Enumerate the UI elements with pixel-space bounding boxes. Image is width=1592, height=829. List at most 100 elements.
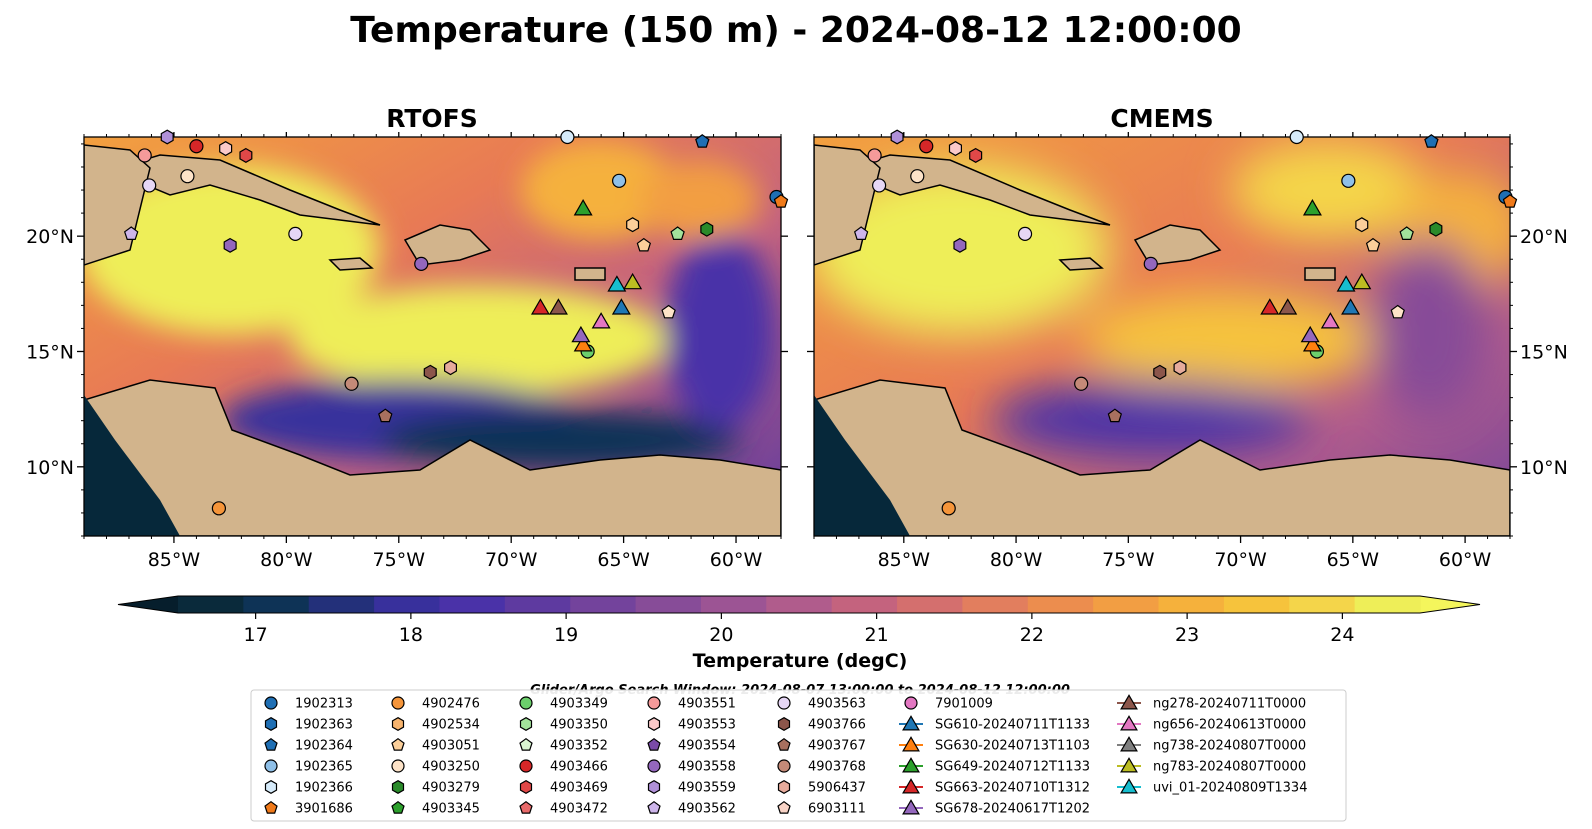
legend-entry: 4903558 bbox=[647, 759, 736, 775]
argo-float-marker bbox=[414, 256, 429, 271]
argo-float-marker bbox=[670, 226, 685, 240]
legend-triangle-marker bbox=[1120, 715, 1138, 731]
legend-label: 7901009 bbox=[935, 697, 993, 712]
glider-marker bbox=[611, 298, 631, 315]
legend-hexagon-marker bbox=[391, 717, 405, 731]
legend-label: SG630-20240713T1103 bbox=[935, 739, 1090, 754]
axis-ticks-rtofs: 85°W 80°W 75°W 70°W 65°W 60°W 20°N 15°N 10°N bbox=[26, 132, 788, 571]
colorbar-segment bbox=[962, 596, 1029, 613]
lon-tick-label: 65°W bbox=[597, 549, 650, 571]
legend-label: 4903768 bbox=[808, 760, 866, 775]
colorbar-outline bbox=[117, 595, 1481, 614]
legend-circle-marker bbox=[647, 759, 661, 773]
colorbar-tick-label: 17 bbox=[244, 624, 268, 646]
legend-circle-marker bbox=[519, 759, 533, 773]
legend-entry: 4903279 bbox=[391, 780, 480, 796]
legend-label: 4903469 bbox=[550, 781, 608, 796]
legend-entry: SG678-20240617T1202 bbox=[899, 799, 1090, 817]
legend-entry: 4902476 bbox=[391, 696, 480, 712]
legend-label: uvi_01-20240809T1334 bbox=[1153, 781, 1307, 796]
legend-entry: ng783-20240807T0000 bbox=[1117, 757, 1306, 775]
legend-label: 4903562 bbox=[678, 802, 736, 817]
legend-entry: 4903554 bbox=[647, 737, 736, 754]
colorbar-tick-label: 24 bbox=[1330, 624, 1354, 646]
legend-label: 1902366 bbox=[295, 781, 353, 796]
legend-entry: SG610-20240711T1133 bbox=[899, 715, 1090, 733]
argo-float-marker bbox=[142, 178, 157, 193]
legend-entry: 4903469 bbox=[519, 780, 608, 796]
legend-entries: 1902313 1902363 1902364 1902365 1902366 39016… bbox=[264, 694, 1307, 817]
land-cmems bbox=[814, 144, 1510, 536]
legend-entry: 1902313 bbox=[264, 696, 353, 712]
legend-label: 4902476 bbox=[422, 697, 480, 712]
legend-hexagon-marker bbox=[647, 717, 661, 731]
legend-triangle-marker bbox=[1120, 736, 1138, 752]
argo-float-marker bbox=[636, 237, 652, 252]
glider-marker bbox=[1336, 275, 1356, 292]
legend-triangle-marker bbox=[902, 778, 920, 794]
legend-circle-marker bbox=[391, 759, 405, 773]
argo-float-marker bbox=[1289, 129, 1304, 145]
legend-label: 5906437 bbox=[808, 781, 866, 796]
legend-label: SG678-20240617T1202 bbox=[935, 802, 1090, 817]
argo-float-marker bbox=[626, 217, 640, 233]
lat-tick-label: 10°N bbox=[1520, 457, 1568, 479]
legend-triangle-marker bbox=[902, 757, 920, 773]
legend-circle-marker bbox=[647, 696, 661, 710]
argo-float-marker bbox=[560, 129, 575, 145]
legend-label: ng783-20240807T0000 bbox=[1153, 760, 1306, 775]
argo-float-marker bbox=[1429, 221, 1443, 237]
colorbar-tick-label: 18 bbox=[399, 624, 423, 646]
legend-entry: SG663-20240710T1312 bbox=[899, 778, 1090, 796]
colorbar-extend-min bbox=[118, 596, 178, 613]
colorbar-tick-label: 20 bbox=[709, 624, 733, 646]
argo-float-marker bbox=[160, 129, 174, 145]
legend-entry: 4903766 bbox=[777, 717, 866, 733]
legend-hexagon-marker bbox=[777, 717, 791, 731]
legend-label: 1902364 bbox=[295, 739, 353, 754]
legend-hexagon-marker bbox=[519, 780, 533, 794]
argo-float-marker bbox=[695, 134, 710, 148]
lon-tick-label: 80°W bbox=[260, 549, 313, 571]
map-frame-cmems bbox=[813, 136, 1511, 537]
legend-entry: uvi_01-20240809T1334 bbox=[1117, 778, 1307, 796]
markers-rtofs bbox=[123, 129, 789, 516]
legend-entry: 4903559 bbox=[647, 780, 736, 796]
argo-float-marker bbox=[1341, 173, 1356, 188]
legend-triangle-marker bbox=[1120, 694, 1138, 710]
legend-label: ng656-20240613T0000 bbox=[1153, 718, 1306, 733]
argo-float-marker bbox=[189, 139, 204, 154]
colorbar-segment bbox=[439, 596, 506, 613]
legend-entry: 4903472 bbox=[519, 800, 608, 817]
colorbar-segments bbox=[117, 595, 1481, 614]
panel-title-cmems: CMEMS bbox=[1110, 104, 1213, 133]
legend-label: 4903767 bbox=[808, 739, 866, 754]
colorbar-segment bbox=[1027, 596, 1094, 613]
temperature-field-rtofs bbox=[84, 137, 781, 536]
legend-label: SG610-20240711T1133 bbox=[935, 718, 1090, 733]
glider-marker bbox=[623, 272, 643, 290]
markers-cmems bbox=[853, 129, 1518, 516]
legend-label: 4903559 bbox=[678, 781, 736, 796]
lat-tick-label: 10°N bbox=[26, 457, 74, 479]
legend-triangle-marker bbox=[1120, 778, 1138, 794]
glider-marker bbox=[607, 275, 627, 292]
legend-label: 4903350 bbox=[550, 718, 608, 733]
legend-entry: 4903345 bbox=[391, 800, 480, 817]
argo-float-marker bbox=[1173, 360, 1187, 376]
legend-hexagon-marker bbox=[391, 780, 405, 794]
glider-marker bbox=[548, 298, 568, 315]
argo-float-marker bbox=[219, 141, 233, 157]
legend-pentagon-marker bbox=[647, 737, 661, 751]
argo-float-marker bbox=[211, 501, 227, 516]
legend-circle-marker bbox=[777, 759, 791, 773]
argo-float-marker bbox=[867, 148, 882, 163]
argo-float-marker bbox=[1365, 237, 1381, 252]
legend-pentagon-marker bbox=[264, 800, 278, 814]
legend-circle-marker bbox=[777, 696, 791, 710]
argo-float-marker bbox=[1107, 408, 1123, 423]
legend-label: 4903349 bbox=[550, 697, 608, 712]
lon-tick-label: 65°W bbox=[1327, 549, 1380, 571]
legend-triangle-marker bbox=[902, 799, 920, 815]
